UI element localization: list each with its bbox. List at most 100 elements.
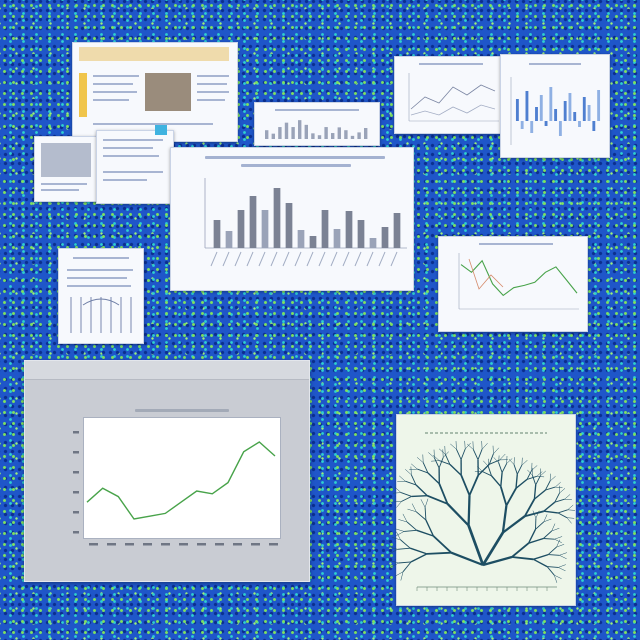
bar [381,227,389,248]
tree-branch [511,556,534,561]
tree-branch [416,529,434,537]
tree-branch [513,464,518,475]
tree-branch [527,528,537,544]
document-photo [145,73,191,111]
bar [350,135,355,139]
tree-branch [551,527,560,532]
bar-chart-thumbnail-small [254,102,380,146]
document-header-strip [79,47,229,61]
bar [578,121,581,127]
diagram-line [82,298,120,306]
tree-branch [409,468,418,471]
tick-label [197,543,206,546]
bar [587,105,591,121]
tick-label [378,251,386,267]
tree-diagram [388,432,576,591]
tree-branch [501,505,508,533]
tick-label [234,251,242,267]
tree-branch [401,495,412,502]
tree-branch [472,449,479,460]
tree-branch [559,555,567,560]
tree-branch [533,553,549,560]
tree-branch [567,504,574,510]
tree-branch [531,475,537,486]
tree-branch [477,463,490,476]
bar [291,127,295,139]
bar [563,101,567,121]
bar [333,229,341,248]
tree-branch [407,508,417,513]
tree-branch [411,463,418,470]
tree-branch [439,460,451,465]
tick-label [294,251,302,267]
tree-branch [551,523,556,532]
bar [535,107,538,121]
bar [324,127,328,139]
bar [237,210,245,248]
series-line [460,259,578,297]
bar-chart-card [170,147,414,291]
tree-branch [559,488,566,494]
line-chart-plot-area [83,417,281,539]
tree-branch [404,529,417,532]
document-thumbnail-mid [96,125,174,204]
bar [344,130,348,139]
photo-thumbnail-left [34,136,98,202]
tree-branch [566,517,572,524]
tree-branch [554,538,562,543]
tree-branch [505,487,517,506]
tree-branch [391,537,401,541]
tree-branch [555,486,563,488]
tree-branch [389,560,399,564]
tick-label [222,251,230,267]
tree-branch [398,519,408,523]
mini-bars [265,120,368,139]
tree-branch [483,460,489,467]
tree-branch [424,507,427,521]
tree-branch [432,535,452,554]
tree-branch [564,494,571,500]
bar [369,238,377,248]
bar [278,127,282,139]
tick-label [342,251,350,267]
tick-label [107,543,116,546]
tree-branch [394,487,402,493]
tree-branch [460,448,466,460]
tree-branch [526,475,537,480]
tree-branch [556,539,561,548]
line-chart [73,431,278,546]
tree-branch [501,463,508,473]
tree-branch [415,484,428,497]
document-thumbnail-left [58,248,144,344]
tree-branch [443,451,449,458]
line-chart-thumbnail-top-right [394,56,508,134]
tree-branch [450,443,457,450]
tree-branch [535,510,540,519]
bar [345,211,353,248]
tree-branch [400,492,412,497]
tree-branch [444,453,451,465]
tree-branch [450,551,484,567]
document-badge [155,125,167,135]
tick-label [270,251,278,267]
tick-label [306,251,314,267]
tree-branch [402,561,412,572]
bar [309,236,317,248]
tree-branch [405,469,412,475]
tree-branch [409,547,428,555]
bar [554,109,558,121]
tick-label [125,543,134,546]
tree-branch [543,538,555,540]
tick-label [73,471,79,474]
tick-label [179,543,188,546]
tick-label [73,511,79,514]
bar [568,93,572,121]
bar [249,196,257,248]
tree-branch [502,515,526,534]
tree-branch [433,457,440,469]
bar-chart [204,178,407,267]
tick-label [282,251,290,267]
tree-branch [406,521,417,531]
tree-branch [498,462,503,473]
bar [298,120,302,139]
